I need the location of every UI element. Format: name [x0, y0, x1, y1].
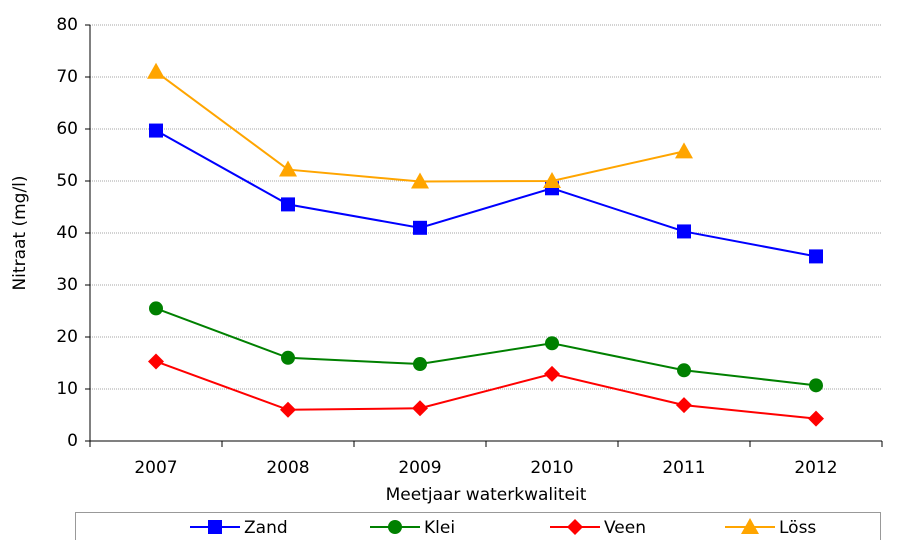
legend-marker	[208, 520, 222, 534]
x-axis-label: Meetjaar waterkwaliteit	[386, 485, 587, 505]
data-point	[280, 401, 296, 418]
data-point	[677, 224, 691, 239]
legend-marker	[388, 520, 402, 534]
x-tick-label: 2007	[134, 458, 177, 478]
data-point	[281, 197, 295, 212]
data-point	[545, 336, 559, 351]
legend-label: Löss	[779, 518, 816, 538]
data-point	[149, 301, 163, 316]
data-point	[148, 353, 164, 370]
data-point	[412, 400, 428, 417]
y-tick-label: 20	[56, 327, 78, 347]
data-point	[677, 363, 691, 378]
y-tick-label: 60	[56, 119, 78, 139]
x-tick-label: 2012	[794, 458, 837, 478]
data-point	[279, 160, 297, 177]
series-line	[155, 129, 817, 258]
x-tick-label: 2008	[266, 458, 309, 478]
x-tick-label: 2010	[530, 458, 573, 478]
data-point	[808, 410, 824, 427]
series-line	[155, 360, 817, 420]
data-point	[411, 172, 429, 189]
x-tick-label: 2009	[398, 458, 441, 478]
data-point	[809, 378, 823, 393]
data-point	[281, 350, 295, 365]
series-line	[155, 307, 817, 387]
y-tick-label: 70	[56, 67, 78, 87]
y-tick-label: 50	[56, 171, 78, 191]
y-tick-label: 30	[56, 275, 78, 295]
legend-label: Veen	[604, 518, 646, 538]
data-point	[543, 172, 561, 188]
y-tick-label: 0	[67, 431, 78, 451]
data-point	[147, 62, 165, 79]
legend-label: Zand	[244, 518, 288, 538]
data-point	[413, 357, 427, 372]
legend-marker	[741, 518, 759, 534]
y-tick-label: 10	[56, 379, 78, 399]
y-tick-label: 80	[56, 15, 78, 35]
legend-marker	[567, 519, 583, 535]
legend-label: Klei	[424, 518, 455, 538]
data-point	[809, 249, 823, 264]
y-tick-label: 40	[56, 223, 78, 243]
data-point	[149, 123, 163, 138]
x-tick-label: 2011	[662, 458, 705, 478]
data-point	[675, 142, 693, 159]
data-point	[544, 365, 560, 382]
y-axis-label: Nitraat (mg/l)	[10, 175, 30, 290]
series-line	[155, 70, 685, 183]
data-point	[676, 397, 692, 414]
data-point	[413, 220, 427, 235]
